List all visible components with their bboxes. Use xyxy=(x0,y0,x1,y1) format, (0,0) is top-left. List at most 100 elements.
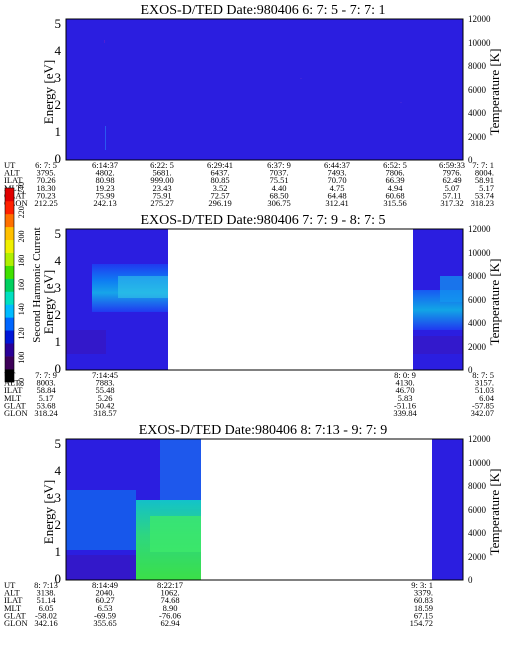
ephemeris-cell: 6437. xyxy=(210,168,229,178)
ephemeris-cell: 342.16 xyxy=(34,618,57,628)
panel-2-y-tick-0: 0 xyxy=(55,361,62,376)
panel-1: EXOS-D/TED Date:980406 6: 7: 5 - 7: 7: 1… xyxy=(4,3,502,208)
ephemeris-cell: 58.91 xyxy=(475,175,494,185)
ephemeris-cell: 4.94 xyxy=(388,183,404,193)
ephemeris-cell: 212.25 xyxy=(34,198,57,208)
colorbar-tick: 120 xyxy=(17,328,26,340)
panel-2: EXOS-D/TED Date:980406 7: 7: 9 - 8: 7: 5… xyxy=(4,213,502,418)
ephemeris-cell: 312.41 xyxy=(325,198,348,208)
ephemeris-cell: 8: 0: 9 xyxy=(394,370,416,380)
colorbar-swatch xyxy=(5,278,14,292)
ephemeris-cell: 7: 7: 9 xyxy=(35,370,57,380)
ephemeris-row-label: ILAT xyxy=(4,175,23,185)
colorbar-swatch xyxy=(5,265,14,279)
ephemeris-cell: 7493. xyxy=(327,168,346,178)
ephemeris-cell: 18.59 xyxy=(414,603,433,613)
ephemeris-cell: 75.51 xyxy=(269,175,288,185)
panel-1-y2-tick-3: 6000 xyxy=(468,85,487,95)
ephemeris-cell: -76.06 xyxy=(159,610,181,620)
panel-3-y-tick-2: 2 xyxy=(55,517,62,532)
panel-2-y2-tick-5: 10000 xyxy=(468,248,491,258)
ephemeris-cell: 5.07 xyxy=(445,183,460,193)
ephemeris-cell: 23.43 xyxy=(152,183,171,193)
ephemeris-cell: 6:59:33 xyxy=(439,160,465,170)
ephemeris-row-label: GLAT xyxy=(4,400,27,410)
ephemeris-cell: 50.42 xyxy=(95,400,114,410)
ephemeris-cell: 80.85 xyxy=(210,175,229,185)
ephemeris-cell: 19.23 xyxy=(95,183,114,193)
ephemeris-row-label: ALT xyxy=(4,168,21,178)
colorbar-swatches xyxy=(5,188,14,383)
colorbar-label: Second Harmonic Current xyxy=(31,227,43,342)
ephemeris-cell: 5.83 xyxy=(398,393,413,403)
panel-3-y2-tick-0: 0 xyxy=(468,575,473,585)
panel-3-y2-tick-1: 2000 xyxy=(468,552,487,562)
ephemeris-cell: 8.90 xyxy=(163,603,178,613)
ephemeris-cell: 75.91 xyxy=(152,190,171,200)
panel-2-frame xyxy=(65,228,464,371)
ephemeris-cell: 68.50 xyxy=(269,190,288,200)
ephemeris-cell: -57.85 xyxy=(472,400,494,410)
ephemeris-cell: 58.84 xyxy=(36,385,56,395)
ephemeris-cell: 60.68 xyxy=(385,190,404,200)
colorbar-swatch xyxy=(5,356,14,370)
ephemeris-cell: 6:22: 5 xyxy=(150,160,174,170)
panel-3-y-tick-1: 1 xyxy=(55,544,62,559)
ephemeris-cell: 51.03 xyxy=(475,385,494,395)
ephemeris-cell: 3795. xyxy=(36,168,55,178)
ephemeris-cell: 6:52: 5 xyxy=(383,160,407,170)
ephemeris-cell: -58.02 xyxy=(35,610,57,620)
ephemeris-cell: 318.23 xyxy=(471,198,494,208)
panel-3-low-patch xyxy=(66,555,136,580)
ephemeris-cell: 5681. xyxy=(152,168,171,178)
panel-3-y-tick-0: 0 xyxy=(55,571,62,586)
ephemeris-cell: 2040. xyxy=(95,588,114,598)
ephemeris-row-label: GLAT xyxy=(4,190,27,200)
panel-2-y-axis-label: Energy [eV] xyxy=(41,270,56,334)
colorbar-swatch xyxy=(5,200,14,215)
colorbar-tick: 220 xyxy=(17,206,26,218)
ephemeris-cell: 999.00 xyxy=(150,175,173,185)
ephemeris-cell: 6.04 xyxy=(479,393,495,403)
panel-3-y2-axis-label: Temperature [K] xyxy=(487,469,502,556)
colorbar-tick: 240 xyxy=(17,182,26,194)
ephemeris-cell: 80.98 xyxy=(95,175,114,185)
panel-2-band-1-glow xyxy=(118,276,168,298)
ephemeris-cell: 242.13 xyxy=(93,198,116,208)
colorbar-swatch xyxy=(5,213,14,228)
panel-2-y-tick-5: 5 xyxy=(55,226,62,241)
ephemeris-row-label: UT xyxy=(4,580,16,590)
ephemeris-cell: 5.26 xyxy=(98,393,113,403)
ephemeris-row-label: ILAT xyxy=(4,595,23,605)
colorbar-swatch xyxy=(5,369,14,383)
colorbar-tick: 100 xyxy=(17,352,26,364)
panel-3-y2-tick-2: 4000 xyxy=(468,528,487,538)
panel-3-segment-2 xyxy=(432,439,463,580)
ephemeris-cell: 6:44:37 xyxy=(324,160,350,170)
panel-3-title: EXOS-D/TED Date:980406 8: 7:13 - 9: 7: 9 xyxy=(139,423,387,438)
colorbar-swatch xyxy=(5,239,14,253)
ephemeris-cell: 46.70 xyxy=(395,385,414,395)
ephemeris-cell: 342.07 xyxy=(471,408,494,418)
ephemeris-cell: 74.68 xyxy=(160,595,179,605)
ephemeris-cell: 4.75 xyxy=(330,183,345,193)
ephemeris-cell: 70.23 xyxy=(36,190,55,200)
ephemeris-cell: 306.75 xyxy=(267,198,290,208)
ephemeris-cell: 7: 7: 1 xyxy=(472,160,494,170)
ephemeris-cell: 1062. xyxy=(160,588,179,598)
ephemeris-cell: 154.72 xyxy=(410,618,433,628)
ephemeris-cell: 70.70 xyxy=(327,175,346,185)
ephemeris-cell: 62.94 xyxy=(160,618,180,628)
panel-1-y-tick-2: 2 xyxy=(55,97,62,112)
ephemeris-cell: 6: 7: 5 xyxy=(35,160,57,170)
colorbar-swatch xyxy=(5,330,14,344)
ephemeris-cell: 275.27 xyxy=(150,198,173,208)
ephemeris-cell: 5.17 xyxy=(39,393,54,403)
ephemeris-row-label: UT xyxy=(4,160,16,170)
ephemeris-cell: 64.48 xyxy=(327,190,346,200)
ephemeris-cell: 7806. xyxy=(385,168,404,178)
panel-3-upper-glow xyxy=(160,439,201,509)
panel-2-y2-tick-4: 8000 xyxy=(468,271,487,281)
panel-2-axes: 0 1 2 3 4 5 0 2000 4000 6000 8000 10000 … xyxy=(41,224,502,376)
panel-3: EXOS-D/TED Date:980406 8: 7:13 - 9: 7: 9… xyxy=(4,423,502,628)
